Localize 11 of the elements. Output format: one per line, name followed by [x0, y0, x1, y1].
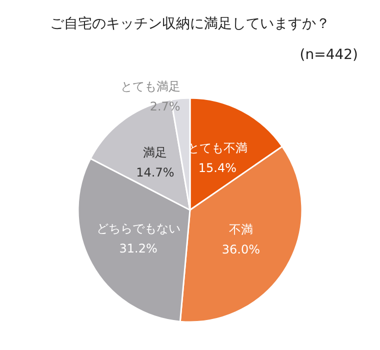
chart-title: ご自宅のキッチン収納に満足していますか？ — [50, 16, 330, 32]
data-label: 15.4% — [198, 160, 237, 175]
data-label: 14.7% — [136, 165, 174, 180]
slice-label: どちらでもない — [96, 221, 180, 236]
slice-label: 不満 — [228, 222, 253, 237]
data-label: 36.0% — [222, 242, 260, 257]
slice-label: 満足 — [143, 145, 168, 160]
slice-label: とても満足 — [120, 79, 180, 94]
data-label: 2.7% — [150, 99, 180, 114]
text: (n=442) — [300, 47, 358, 63]
data-label: 31.2% — [119, 241, 158, 256]
